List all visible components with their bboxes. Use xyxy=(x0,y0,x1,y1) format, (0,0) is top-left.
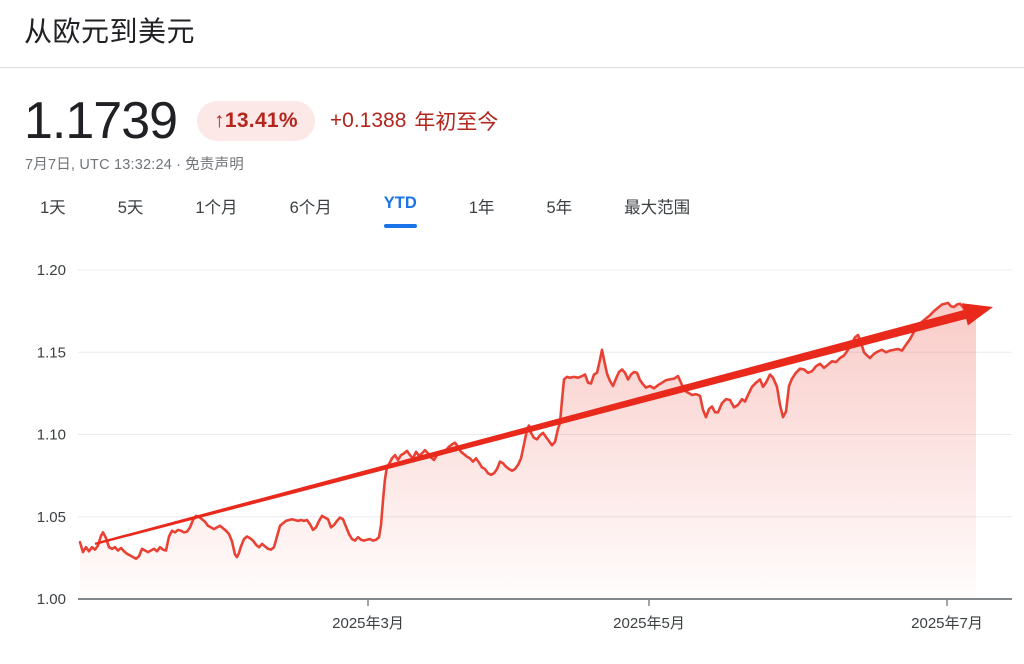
tab-6个月[interactable]: 6个月 xyxy=(289,199,332,217)
percent-change-badge: ↑13.41% xyxy=(197,101,315,141)
current-price: 1.1739 xyxy=(24,92,178,150)
tab-1年[interactable]: 1年 xyxy=(468,199,495,217)
tab-最大范围[interactable]: 最大范围 xyxy=(624,199,691,217)
chart-plot[interactable]: 1.20 1.15 1.10 1.05 1.00 2025年3月 2025年5月 2025年7… xyxy=(0,239,1024,659)
y-axis-label: 1.10 xyxy=(37,427,66,444)
tab-1天[interactable]: 1天 xyxy=(40,199,66,217)
time-range-tabs: 1天 5天 1个月 6个月 YTD 1年 5年 最大范围 xyxy=(40,194,691,228)
header-divider xyxy=(0,67,1024,68)
tab-YTD[interactable]: YTD xyxy=(383,194,417,228)
area-fill xyxy=(80,302,976,599)
x-axis-label: 2025年3月 xyxy=(332,615,404,632)
y-axis-label: 1.20 xyxy=(37,262,66,279)
timestamp: 7月7日, UTC 13:32:24 xyxy=(25,157,173,173)
chart-area: 1.20 1.15 1.10 1.05 1.00 2025年3月 2025年5月 2025年7… xyxy=(0,239,1024,659)
trend-arrow-shaft xyxy=(94,309,969,546)
meta-separator: · xyxy=(176,157,182,173)
absolute-change: +0.1388 xyxy=(329,109,407,132)
y-axis-label: 1.00 xyxy=(37,591,66,608)
tab-1个月[interactable]: 1个月 xyxy=(195,199,238,217)
x-axis-label: 2025年7月 xyxy=(911,615,983,632)
disclaimer-link[interactable]: 免责声明 xyxy=(185,157,244,173)
y-axis-label: 1.15 xyxy=(37,344,66,361)
tab-5年[interactable]: 5年 xyxy=(546,199,573,217)
y-axis-label: 1.05 xyxy=(37,509,66,526)
tab-5天[interactable]: 5天 xyxy=(117,199,144,217)
trend-arrow-head-icon xyxy=(962,303,993,326)
change-period-label: 年初至今 xyxy=(414,111,499,134)
price-line-series xyxy=(78,301,978,560)
quote-meta: 7月7日, UTC 13:32:24 · 免责声明 xyxy=(25,153,244,174)
page-title: 从欧元到美元 xyxy=(24,16,196,47)
x-axis-label: 2025年5月 xyxy=(613,615,685,632)
price-row: 1.1739 ↑13.41% +0.1388 年初至今 xyxy=(24,92,498,150)
